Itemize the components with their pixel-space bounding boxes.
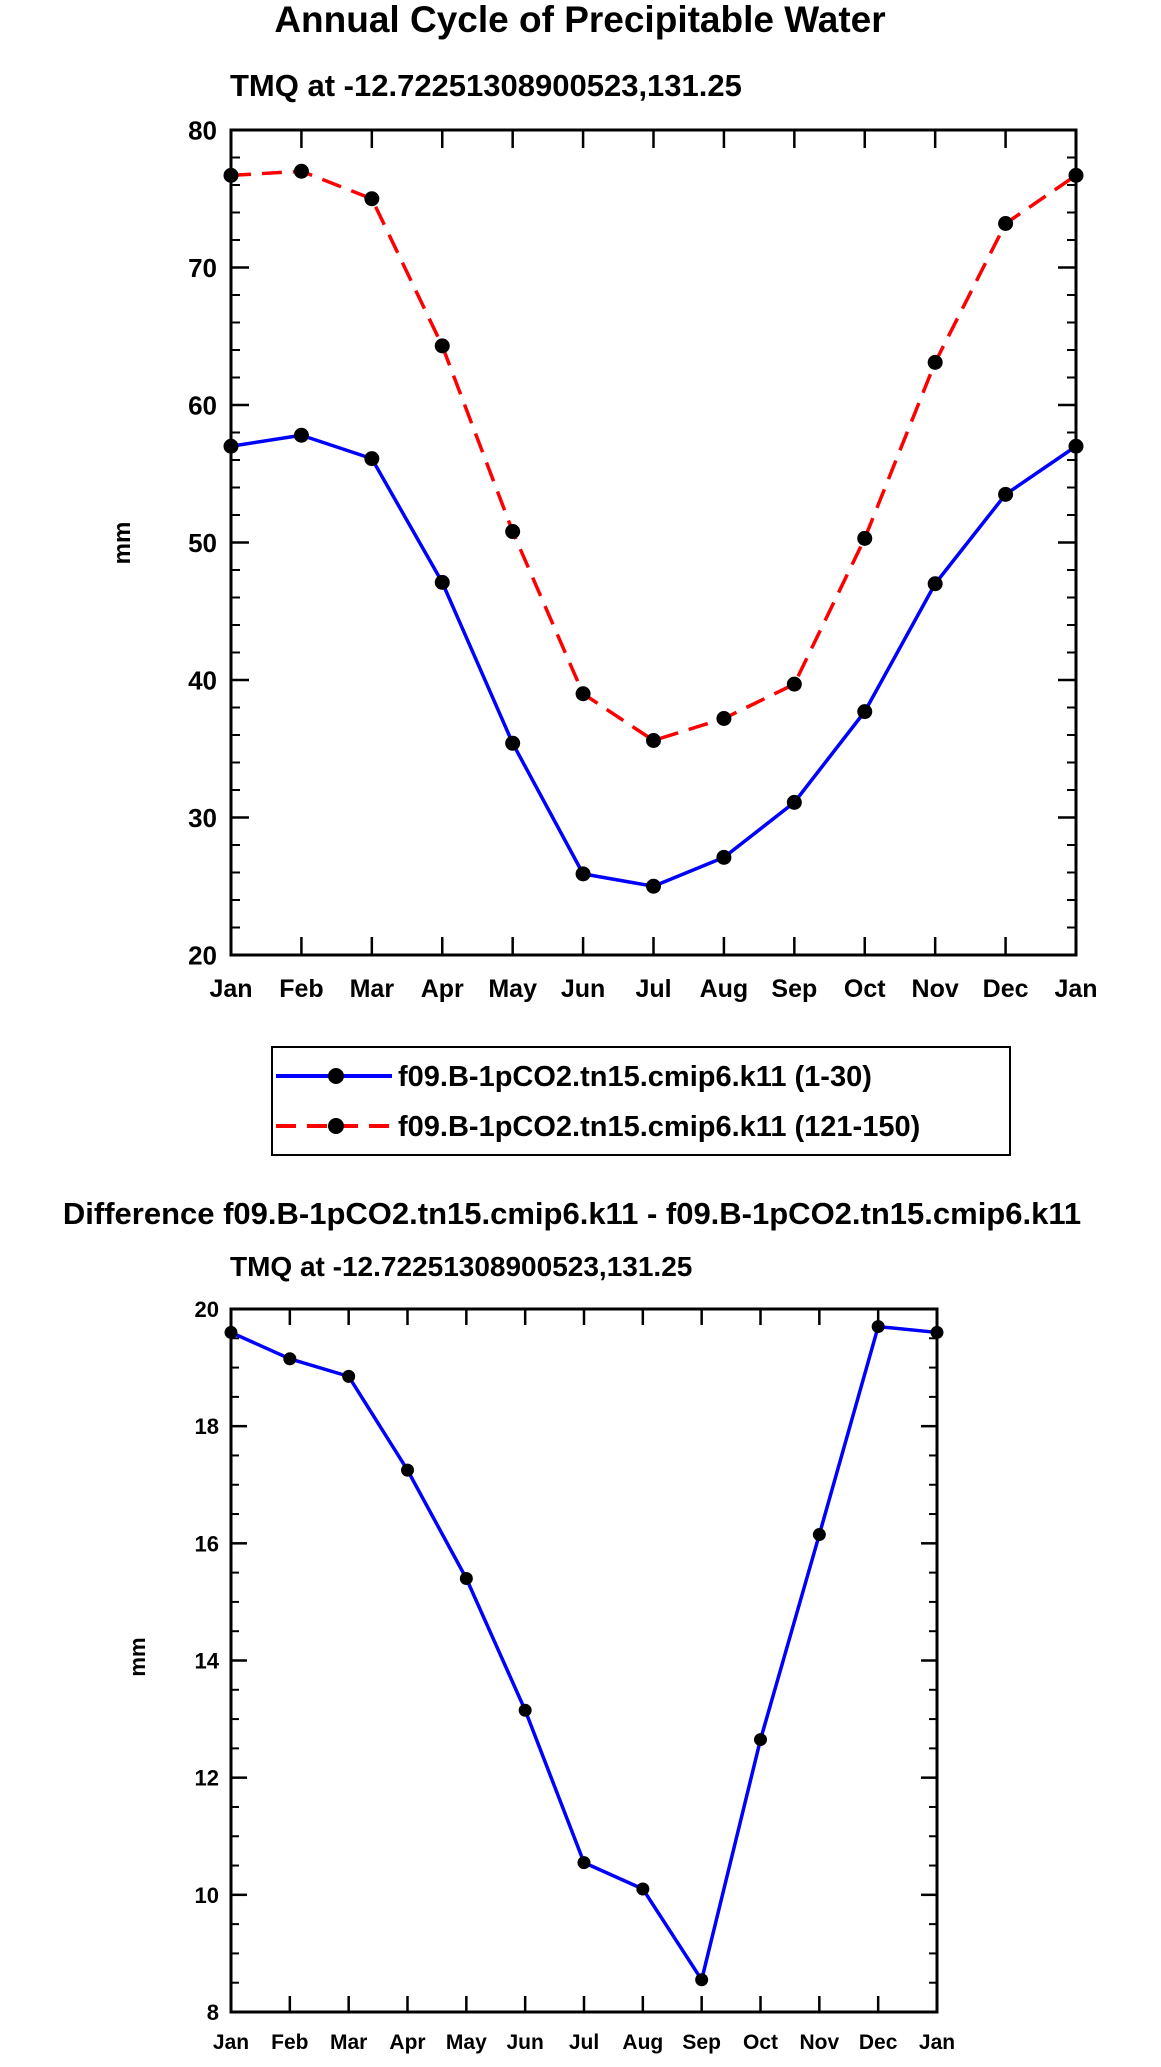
x-tick-label: Feb	[279, 975, 323, 1003]
y-tick-label: 50	[188, 528, 217, 558]
x-tick-label: Dec	[983, 975, 1029, 1003]
x-tick-label: Aug	[700, 975, 749, 1003]
series-1-point	[401, 1463, 414, 1477]
series-1-point	[812, 1528, 826, 1542]
y-tick-label: 70	[188, 253, 217, 283]
x-tick-label: Jun	[506, 2031, 543, 2054]
series-1-point	[716, 849, 732, 865]
series-2-point	[998, 216, 1014, 231]
series-1-point	[459, 1571, 473, 1585]
difference-chart: Difference f09.B-1pCO2.tn15.cmip6.k11 - …	[63, 1196, 1081, 2054]
x-tick-label: Mar	[330, 2031, 367, 2054]
series-line-2	[230, 169, 1077, 743]
series-2-point	[857, 530, 873, 546]
series-1-point	[786, 794, 802, 810]
series-1-point	[518, 1703, 532, 1717]
y-axis-label: mm	[109, 522, 136, 565]
x-tick-label: Apr	[389, 2031, 425, 2054]
series-2-point	[646, 733, 661, 748]
series-line-1	[230, 433, 1077, 888]
x-tick-label: Jan	[1054, 975, 1097, 1003]
series-2-point	[364, 191, 380, 207]
axes-frame	[229, 1307, 939, 2014]
x-tick-label: May	[488, 975, 537, 1003]
legend-marker-series-2	[328, 1118, 344, 1134]
x-tick-label: Jan	[213, 2031, 249, 2054]
chart-title: TMQ at -12.72251308900523,131.25	[230, 68, 742, 103]
x-tick-label: Oct	[743, 2031, 778, 2054]
series-1-point	[577, 1856, 591, 1870]
x-tick-label: Jan	[209, 975, 252, 1003]
y-tick-label: 18	[195, 1414, 219, 1439]
x-tick-label: May	[446, 2031, 487, 2054]
series-2-point	[293, 163, 309, 179]
series-1-point	[364, 451, 380, 467]
y-tick-label: 40	[188, 665, 217, 695]
y-tick-label: 14	[195, 1648, 220, 1673]
x-tick-label: Jul	[569, 2031, 599, 2054]
y-tick-label: 20	[195, 1297, 219, 1322]
series-line-1	[230, 1324, 938, 1982]
chart-suptitle: Difference f09.B-1pCO2.tn15.cmip6.k11 - …	[63, 1196, 1081, 1231]
series-1-point	[283, 1352, 297, 1366]
x-tick-label: Apr	[421, 975, 464, 1003]
series-2-point	[434, 338, 450, 354]
x-tick-label: Mar	[350, 975, 395, 1003]
series-1-point	[927, 576, 943, 592]
legend-label-series-1: f09.B-1pCO2.tn15.cmip6.k11 (1-30)	[398, 1061, 872, 1093]
x-tick-label: Oct	[844, 975, 886, 1003]
series-1-point	[646, 878, 661, 894]
legend: f09.B-1pCO2.tn15.cmip6.k11 (1-30) f09.B-…	[271, 1046, 1011, 1156]
y-tick-label: 20	[188, 940, 217, 970]
x-tick-label: Sep	[682, 2031, 721, 2054]
series-1-point	[636, 1882, 650, 1896]
legend-marker-series-1	[328, 1068, 344, 1084]
axes-frame	[229, 128, 1078, 957]
series-2-point	[927, 354, 943, 370]
x-tick-label: Sep	[771, 975, 817, 1003]
plot-area: 20 30 40 50 60 70 80 Jan Feb Mar Apr May Jun Jul Aug Se…	[188, 115, 1097, 1003]
series-1-point	[434, 574, 450, 590]
series-1-point	[754, 1733, 767, 1747]
x-tick-label: Nov	[912, 975, 959, 1003]
series-1-point	[293, 427, 309, 443]
y-tick-label: 30	[188, 803, 217, 833]
series-1-point	[857, 704, 873, 720]
series-2-point	[716, 711, 732, 726]
figure-title: Annual Cycle of Precipitable Water	[274, 0, 885, 40]
y-tick-label: 80	[188, 115, 217, 145]
chart-title: TMQ at -12.72251308900523,131.25	[230, 1251, 692, 1282]
y-tick-label: 16	[195, 1531, 219, 1556]
legend-box	[271, 1046, 1011, 1156]
x-tick-label: Aug	[622, 2031, 663, 2054]
y-tick-label: 10	[195, 1883, 219, 1908]
y-tick-label: 60	[188, 390, 217, 420]
x-tick-label: Nov	[799, 2031, 839, 2054]
x-tick-label: Jun	[561, 975, 605, 1003]
series-1-point	[575, 866, 591, 882]
series-2-point	[505, 524, 521, 539]
legend-label-series-2: f09.B-1pCO2.tn15.cmip6.k11 (121-150)	[398, 1111, 920, 1143]
series-2-point	[786, 676, 802, 692]
x-tick-label: Dec	[859, 2031, 898, 2054]
series-1-point	[695, 1973, 709, 1987]
y-axis-label: mm	[125, 1637, 150, 1676]
series-1-point	[505, 735, 521, 751]
y-tick-label: 8	[207, 2000, 219, 2025]
x-tick-label: Feb	[271, 2031, 308, 2054]
series-2-point	[575, 686, 591, 702]
x-tick-label: Jan	[919, 2031, 955, 2054]
annual-cycle-chart: TMQ at -12.72251308900523,131.25 mm 20 30…	[109, 68, 1098, 1156]
series-1-point	[342, 1369, 356, 1383]
series-1-point	[998, 486, 1014, 502]
y-tick-label: 12	[195, 1766, 219, 1791]
plot-area: 8 10 12 14 16 18 20 Jan Feb Mar Apr May Jun Jul Aug Sep…	[195, 1297, 956, 2054]
x-tick-label: Jul	[635, 975, 671, 1003]
series-1-point	[871, 1320, 885, 1334]
